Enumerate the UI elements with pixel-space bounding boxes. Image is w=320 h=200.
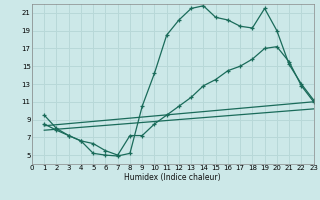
X-axis label: Humidex (Indice chaleur): Humidex (Indice chaleur) <box>124 173 221 182</box>
